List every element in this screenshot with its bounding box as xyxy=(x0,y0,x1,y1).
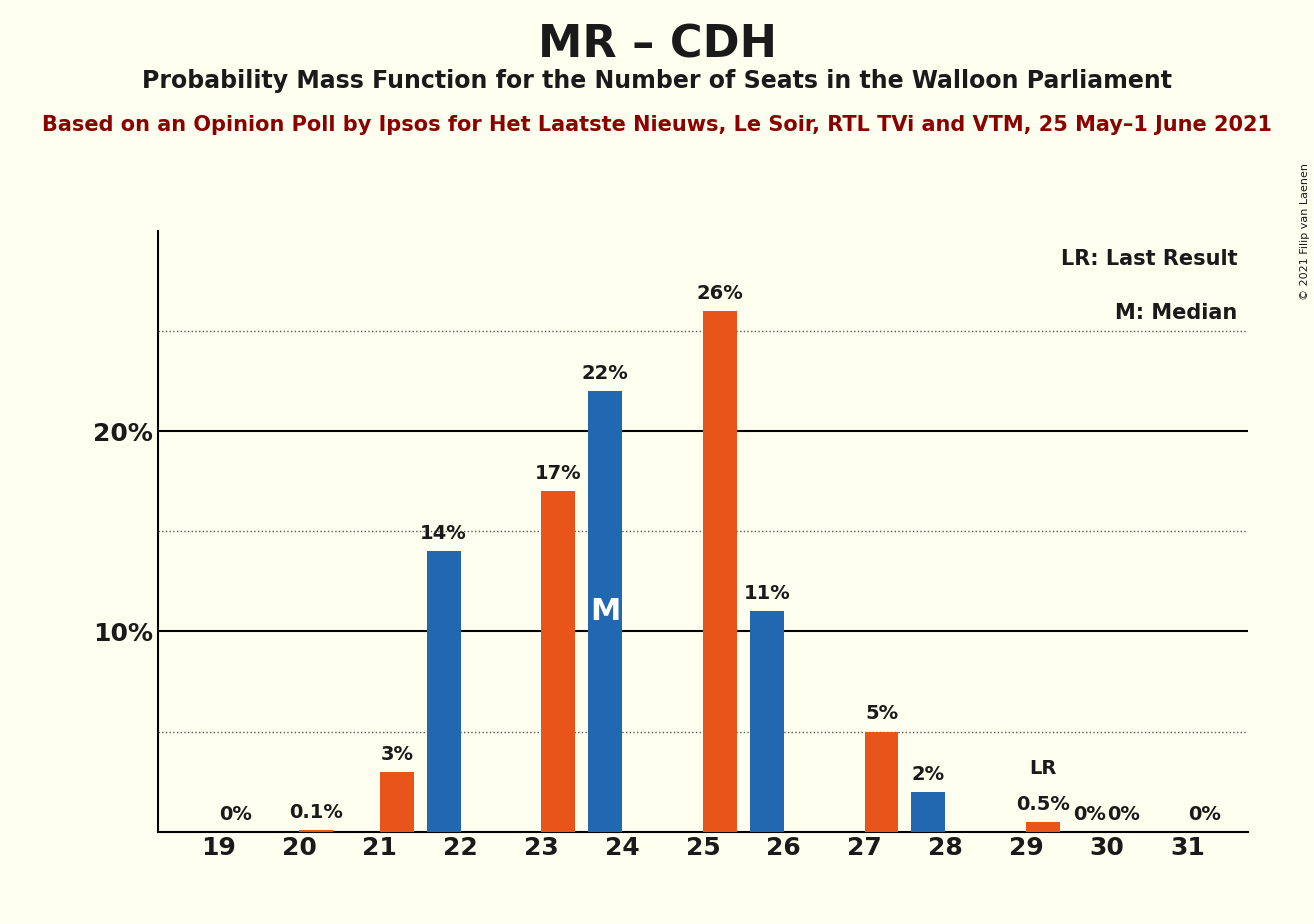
Bar xyxy=(427,552,461,832)
Bar xyxy=(300,830,332,832)
Text: 0.5%: 0.5% xyxy=(1016,795,1070,813)
Text: © 2021 Filip van Laenen: © 2021 Filip van Laenen xyxy=(1300,163,1310,299)
Text: 3%: 3% xyxy=(380,745,414,763)
Bar xyxy=(1026,821,1060,832)
Text: Probability Mass Function for the Number of Seats in the Walloon Parliament: Probability Mass Function for the Number… xyxy=(142,69,1172,93)
Bar xyxy=(703,311,737,832)
Text: 26%: 26% xyxy=(696,284,744,303)
Text: 0%: 0% xyxy=(1074,805,1106,823)
Text: 17%: 17% xyxy=(535,464,582,483)
Text: 0.1%: 0.1% xyxy=(289,803,343,821)
Bar xyxy=(589,391,623,832)
Text: M: Median: M: Median xyxy=(1116,303,1238,323)
Bar xyxy=(750,612,783,832)
Text: 0%: 0% xyxy=(1108,805,1141,823)
Bar xyxy=(380,772,414,832)
Text: 0%: 0% xyxy=(1188,805,1221,823)
Text: 11%: 11% xyxy=(744,584,790,603)
Text: M: M xyxy=(590,597,620,626)
Bar xyxy=(865,732,899,832)
Text: 14%: 14% xyxy=(420,524,466,543)
Bar xyxy=(541,492,576,832)
Text: LR: LR xyxy=(1029,759,1056,778)
Text: 5%: 5% xyxy=(865,704,897,723)
Text: 22%: 22% xyxy=(582,364,628,383)
Text: 2%: 2% xyxy=(912,764,945,784)
Text: LR: Last Result: LR: Last Result xyxy=(1060,249,1238,269)
Text: 0%: 0% xyxy=(219,805,252,823)
Bar xyxy=(912,792,945,832)
Text: Based on an Opinion Poll by Ipsos for Het Laatste Nieuws, Le Soir, RTL TVi and V: Based on an Opinion Poll by Ipsos for He… xyxy=(42,115,1272,135)
Text: MR – CDH: MR – CDH xyxy=(537,23,777,67)
